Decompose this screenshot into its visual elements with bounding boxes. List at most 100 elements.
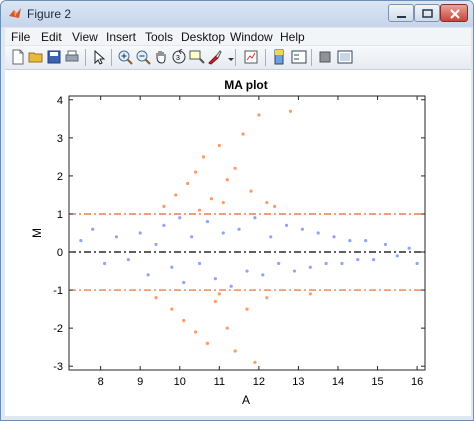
inside-point <box>126 258 130 262</box>
y-tick-label: 3 <box>57 133 63 145</box>
svg-text:3: 3 <box>176 55 180 62</box>
toolbar-separator <box>265 49 266 66</box>
title-bar[interactable]: Figure 2 <box>1 1 473 27</box>
menu-insert[interactable]: Insert <box>106 30 137 44</box>
x-tick-label: 16 <box>411 376 423 388</box>
x-tick-label: 11 <box>214 376 225 388</box>
rotate-3d-icon[interactable]: 3 <box>171 49 187 65</box>
outside-point <box>241 132 245 136</box>
scatter-points <box>79 109 419 364</box>
y-axis-label: M <box>30 228 44 238</box>
outside-point <box>162 204 166 208</box>
outside-point <box>253 360 257 364</box>
window-title: Figure 2 <box>27 7 72 21</box>
pan-hand-icon[interactable] <box>153 49 169 65</box>
menu-file[interactable]: File <box>11 30 31 44</box>
x-tick-label: 8 <box>98 376 104 388</box>
y-tick-label: -3 <box>53 361 63 373</box>
toolbar-separator <box>311 49 312 66</box>
plot-axes[interactable] <box>68 95 426 371</box>
close-button[interactable] <box>440 4 468 22</box>
x-tick-label: 12 <box>253 376 265 388</box>
minimize-button[interactable] <box>388 4 414 22</box>
brush-icon[interactable] <box>207 49 223 65</box>
outside-point <box>197 208 202 212</box>
data-cursor-icon[interactable] <box>189 49 205 65</box>
menu-edit[interactable]: Edit <box>41 30 62 44</box>
outside-point <box>265 296 269 300</box>
menu-view[interactable]: View <box>72 30 98 44</box>
outside-point <box>182 318 186 323</box>
inside-point <box>332 235 336 239</box>
y-tick-label: -1 <box>53 285 63 297</box>
zoom-in-icon[interactable] <box>117 49 133 65</box>
inside-point <box>229 284 233 288</box>
y-tick-label: 1 <box>57 209 63 221</box>
outside-point <box>193 170 198 174</box>
outside-point <box>205 341 210 345</box>
menu-desktop[interactable]: Desktop <box>181 30 226 44</box>
outside-point <box>308 292 312 296</box>
inside-point <box>205 219 210 224</box>
print-icon[interactable] <box>64 49 80 65</box>
menu-window[interactable]: Window <box>230 30 273 44</box>
inside-point <box>178 216 182 220</box>
inside-point <box>407 246 411 250</box>
inside-point <box>91 227 95 231</box>
menu-tools[interactable]: Tools <box>145 30 174 44</box>
hide-plot-tools-icon[interactable] <box>317 49 333 65</box>
brush-dropdown-icon[interactable] <box>223 49 239 65</box>
colorbar-icon[interactable] <box>271 49 287 65</box>
inside-point <box>146 273 150 277</box>
y-tick-label: 4 <box>57 95 63 107</box>
show-plot-tools-icon[interactable] <box>337 49 353 65</box>
inside-point <box>308 265 312 269</box>
reference-lines <box>69 213 425 291</box>
toolbar-separator <box>85 49 86 66</box>
outside-point <box>217 292 221 296</box>
inside-point <box>348 239 352 243</box>
maximize-button[interactable] <box>414 4 440 22</box>
inside-point <box>300 227 304 231</box>
inside-point <box>364 239 368 243</box>
inside-point <box>79 239 83 243</box>
matlab-logo-icon <box>9 8 21 18</box>
zoom-out-icon[interactable] <box>135 49 151 65</box>
inside-point <box>415 261 419 266</box>
inside-point <box>340 261 344 266</box>
edit-plot-arrow-icon[interactable] <box>91 49 107 65</box>
figure-canvas[interactable]: MA plot 8 9 10 11 12 13 14 15 16 4 3 2 1 0 -1 -2 -3 A M <box>5 70 471 416</box>
inside-point <box>170 265 174 269</box>
figure-toolbar: 3 <box>5 46 471 70</box>
outside-point <box>201 155 206 159</box>
minimize-icon <box>397 16 406 18</box>
outside-point <box>257 113 261 117</box>
x-axis-label: A <box>242 393 250 407</box>
inside-point <box>395 254 399 258</box>
new-figure-icon[interactable] <box>10 49 26 65</box>
link-plot-icon[interactable] <box>243 49 259 65</box>
inside-point <box>221 231 225 235</box>
inside-point <box>261 273 265 277</box>
outside-point <box>193 330 198 334</box>
legend-icon[interactable] <box>291 49 307 65</box>
outside-point <box>186 181 190 186</box>
inside-point <box>154 242 158 247</box>
save-icon[interactable] <box>46 49 62 65</box>
inside-point <box>103 261 107 266</box>
y-tick-label: -2 <box>53 323 63 335</box>
inside-point <box>197 261 202 266</box>
inside-point <box>138 231 142 235</box>
outside-point <box>154 296 158 300</box>
menu-bar: File Edit View Insert Tools Desktop Wind… <box>5 28 471 45</box>
chart-title: MA plot <box>224 78 268 92</box>
outside-point <box>213 299 217 304</box>
open-file-icon[interactable] <box>28 49 44 65</box>
outside-point <box>288 109 293 113</box>
menu-help[interactable]: Help <box>280 30 305 44</box>
inside-point <box>190 235 194 239</box>
inside-point <box>284 223 289 227</box>
outside-point <box>225 178 229 182</box>
